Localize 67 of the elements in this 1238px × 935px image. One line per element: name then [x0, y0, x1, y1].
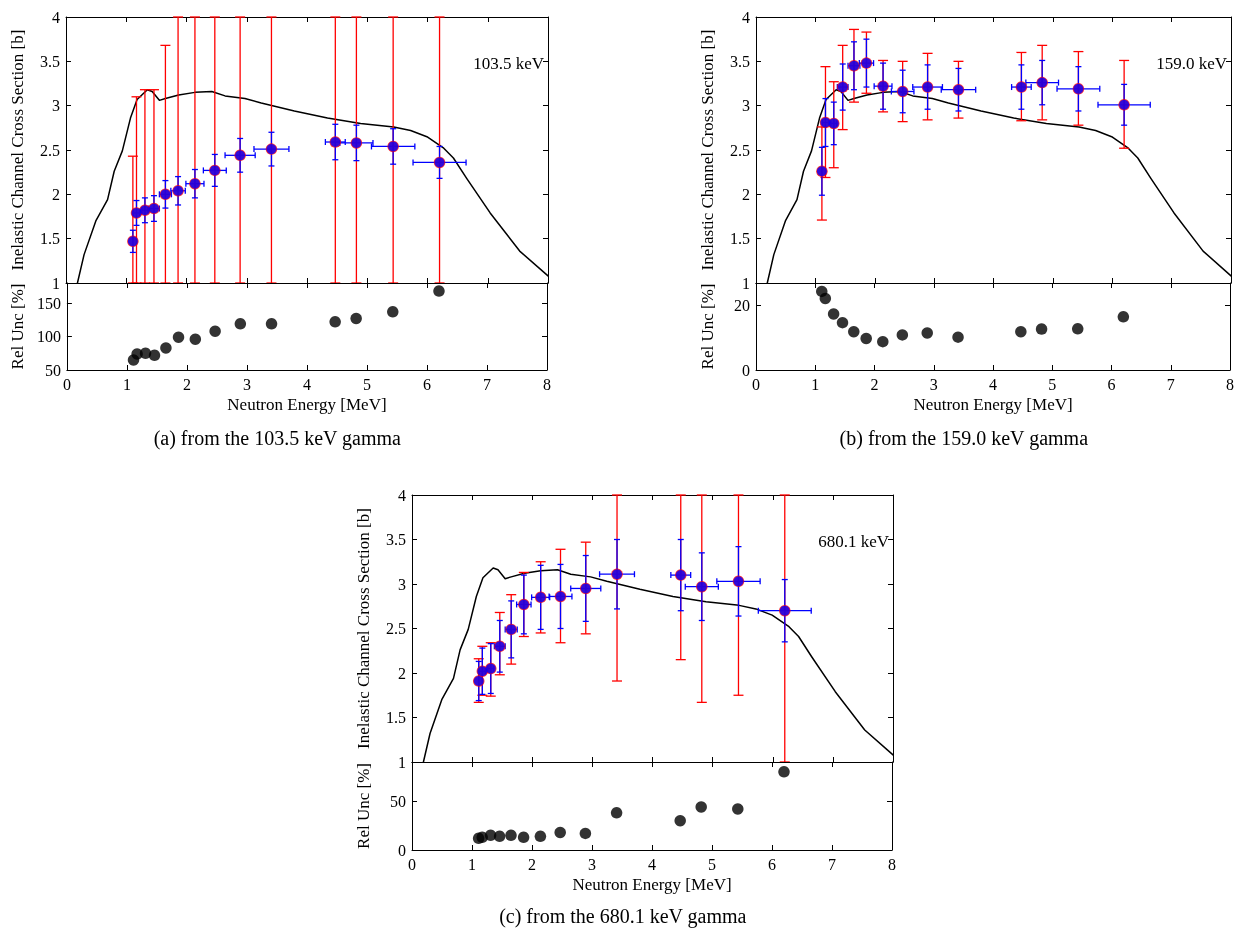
text: (b) from the 159.0 keV gamma	[839, 427, 1089, 450]
y-tick-label: 0	[398, 841, 406, 859]
y-tick-label: 1.5	[730, 230, 750, 248]
x-tick-label: 8	[543, 375, 551, 393]
x-tick-label: 7	[1166, 375, 1175, 393]
y-tick-label: 2	[742, 185, 750, 203]
y-tick-label: 2.5	[730, 141, 750, 159]
y-tick-label: 1	[52, 274, 60, 292]
x-tick-label: 2	[870, 375, 879, 393]
x-tick-label: 7	[828, 855, 836, 873]
x-tick-label: 6	[422, 375, 431, 393]
annotation: 680.1 keV	[818, 532, 890, 551]
x-tick-label: 2	[528, 855, 536, 873]
y-tick-label: 20	[734, 297, 750, 315]
y-tick-label: 3	[52, 97, 60, 115]
x-tick-label: 4	[989, 375, 997, 393]
y-tick-label: 1.5	[40, 230, 60, 248]
y-tick-label: 3.5	[730, 52, 750, 70]
x-tick-label: 3	[588, 855, 596, 873]
y-tick-label: 2	[52, 185, 60, 203]
y-axis-title: Rel Unc [%]	[698, 283, 717, 370]
y-tick-label: 2.5	[40, 141, 60, 159]
y-tick-label: 4	[52, 8, 60, 26]
x-axis-title: Neutron Energy [MeV]	[227, 395, 387, 414]
text: (c) from the 680.1 keV gamma	[499, 905, 747, 928]
annotation: 159.0 keV	[1156, 54, 1228, 73]
y-tick-label: 3.5	[40, 52, 60, 70]
annotation: 103.5 keV	[473, 54, 545, 73]
x-tick-label: 2	[182, 375, 191, 393]
y-tick-label: 1	[742, 274, 750, 292]
y-tick-label: 4	[398, 486, 406, 504]
y-axis-title: Inelastic Channel Cross Section [b]	[698, 29, 717, 271]
x-tick-label: 1	[122, 375, 131, 393]
x-axis-title: Neutron Energy [MeV]	[913, 395, 1073, 414]
y-tick-label: 50	[390, 792, 406, 810]
y-tick-label: 1.5	[386, 709, 406, 726]
y-tick-label: 100	[36, 328, 61, 346]
y-axis-title: Inelastic Channel Cross Section [b]	[8, 29, 27, 271]
y-tick-label: 3	[742, 97, 750, 115]
x-tick-label: 6	[768, 855, 776, 873]
y-tick-label: 150	[36, 294, 61, 312]
x-tick-label: 8	[1226, 375, 1234, 393]
x-tick-label: 1	[811, 375, 820, 393]
x-tick-label: 3	[929, 375, 938, 393]
x-tick-label: 5	[708, 855, 716, 873]
y-tick-label: 0	[742, 361, 750, 379]
x-tick-label: 6	[1107, 375, 1116, 393]
y-tick-label: 1	[398, 753, 406, 771]
y-tick-label: 2.5	[386, 620, 406, 637]
x-tick-label: 4	[648, 855, 656, 873]
x-tick-label: 5	[362, 375, 371, 393]
x-tick-label: 3	[242, 375, 251, 393]
x-tick-label: 4	[302, 375, 311, 393]
y-tick-label: 50	[44, 361, 61, 379]
y-tick-label: 3	[398, 575, 406, 593]
y-tick-label: 4	[742, 8, 750, 26]
y-tick-label: 3.5	[386, 531, 406, 548]
y-tick-label: 2	[398, 664, 406, 682]
x-axis-title: Neutron Energy [MeV]	[572, 875, 732, 894]
x-tick-label: 1	[468, 855, 476, 873]
y-axis-title: Rel Unc [%]	[8, 283, 27, 370]
text: (a) from the 103.5 keV gamma	[153, 427, 402, 450]
x-tick-label: 8	[888, 855, 896, 873]
y-axis-title: Rel Unc [%]	[354, 763, 373, 849]
y-axis-title: Inelastic Channel Cross Section [b]	[354, 508, 373, 749]
x-tick-label: 7	[482, 375, 491, 393]
x-tick-label: 5	[1048, 375, 1057, 393]
